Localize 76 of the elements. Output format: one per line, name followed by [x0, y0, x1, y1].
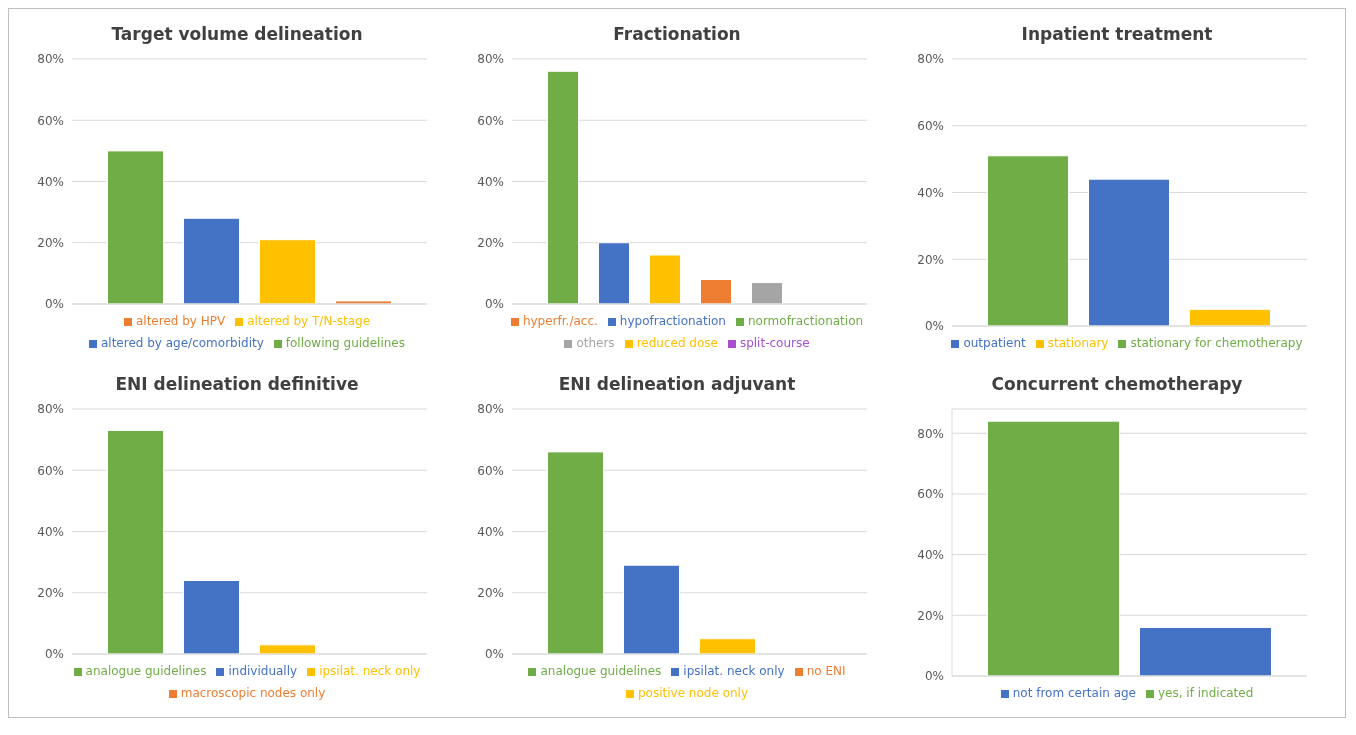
y-tick-label: 0%	[44, 647, 64, 662]
bar	[259, 644, 316, 654]
bar	[649, 254, 681, 304]
y-tick-label: 0%	[484, 647, 504, 662]
bar	[183, 580, 240, 654]
y-tick-label: 0%	[484, 297, 504, 312]
y-tick-label: 0%	[924, 319, 944, 334]
legend-label: altered by HPV	[135, 314, 226, 328]
y-tick-label: 20%	[917, 252, 944, 267]
y-tick-label: 20%	[917, 608, 944, 623]
y-tick-label: 0%	[44, 297, 64, 312]
legend-label: no ENI	[806, 664, 846, 678]
y-tick-label: 60%	[917, 119, 944, 134]
y-tick-label: 20%	[37, 586, 64, 601]
legend-label: individually	[228, 664, 298, 678]
legend-label: altered by age/comorbidity	[100, 336, 264, 350]
bar	[1088, 178, 1170, 326]
y-tick-label: 20%	[477, 586, 504, 601]
y-tick-label: 60%	[477, 113, 504, 128]
y-tick-label: 80%	[37, 402, 64, 417]
legend-label: outpatient	[963, 336, 1026, 350]
y-tick-label: 20%	[37, 236, 64, 251]
y-tick-label: 60%	[37, 463, 64, 478]
legend-label: split-course	[739, 336, 810, 350]
legend-label: analogue guidelines	[540, 664, 662, 678]
y-tick-label: 80%	[477, 402, 504, 417]
bar	[623, 564, 680, 654]
bar	[598, 242, 630, 304]
bar	[107, 429, 164, 654]
bar	[547, 451, 604, 654]
legend-label: hypofractionation	[619, 314, 726, 328]
y-tick-label: 40%	[917, 185, 944, 200]
y-tick-label: 80%	[477, 52, 504, 67]
y-tick-label: 80%	[37, 52, 64, 67]
legend-label: normofractionation	[747, 314, 864, 328]
y-tick-label: 80%	[917, 52, 944, 67]
bar	[700, 279, 732, 304]
legend-label: not from certain age	[1012, 686, 1136, 700]
legend-label: stationary	[1047, 336, 1109, 350]
bar	[699, 638, 756, 654]
legend-label: reduced dose	[636, 336, 718, 350]
chart-title: ENI delineation definitive	[114, 373, 360, 396]
y-tick-label: 40%	[37, 524, 64, 539]
legend-label: altered by T/N-stage	[247, 314, 371, 328]
bar	[259, 239, 316, 304]
legend-label: yes, if indicated	[1158, 686, 1254, 700]
bar	[751, 282, 783, 304]
y-tick-label: 60%	[917, 487, 944, 502]
bar	[183, 217, 240, 304]
y-tick-label: 60%	[477, 463, 504, 478]
y-tick-label: 60%	[37, 113, 64, 128]
y-tick-label: 40%	[37, 174, 64, 189]
legend-label: hyperfr./acc.	[522, 314, 598, 328]
legend-label: others	[576, 336, 615, 350]
legend-label: macroscopic nodes only	[180, 686, 326, 700]
chart-title: Target volume delineation	[110, 23, 364, 46]
y-tick-label: 20%	[477, 236, 504, 251]
legend-label: positive node only	[637, 686, 749, 700]
chart-title: Inpatient treatment	[1020, 23, 1214, 46]
chart-title: Fractionation	[612, 23, 742, 46]
legend-label: analogue guidelines	[85, 664, 207, 678]
chart-title: ENI delineation adjuvant	[557, 373, 797, 396]
y-tick-label: 40%	[477, 524, 504, 539]
y-tick-label: 40%	[477, 174, 504, 189]
bar	[987, 155, 1069, 326]
bar	[1189, 308, 1271, 326]
y-tick-label: 0%	[924, 669, 944, 684]
legend-label: following guidelines	[285, 336, 406, 350]
legend-label: ipsilat. neck only	[683, 664, 785, 678]
y-tick-label: 80%	[917, 426, 944, 441]
y-tick-label: 40%	[917, 547, 944, 562]
chart-title: Concurrent chemotherapy	[990, 373, 1244, 396]
bar	[107, 150, 164, 304]
legend-label: ipsilat. neck only	[319, 664, 421, 678]
legend-label: stationary for chemotherapy	[1130, 336, 1303, 350]
bar	[547, 70, 579, 304]
